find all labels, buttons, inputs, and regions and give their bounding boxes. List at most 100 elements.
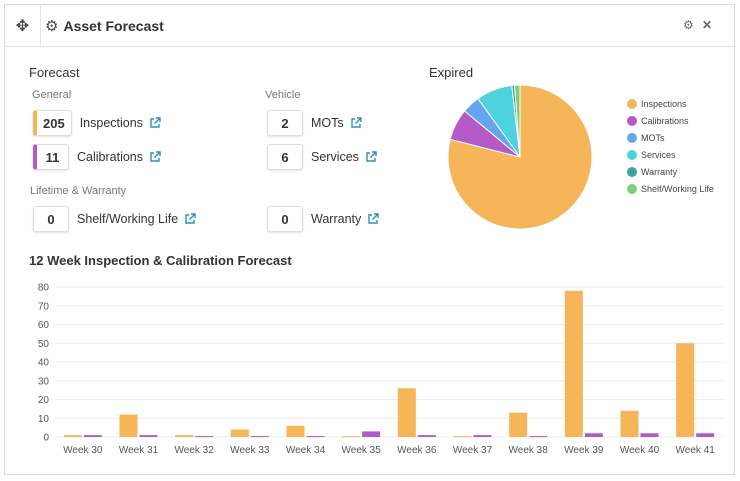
legend-label: Services <box>641 149 676 160</box>
y-tick-label: 20 <box>38 395 50 406</box>
bar-week-32-s1[interactable] <box>175 435 194 437</box>
mots-link[interactable]: MOTs <box>311 116 344 130</box>
shelf-life-count: 0 <box>33 206 69 232</box>
x-tick-label: Week 40 <box>620 445 660 456</box>
legend-item[interactable]: Shelf/Working Life <box>627 180 714 197</box>
y-tick-label: 0 <box>43 433 49 444</box>
y-tick-label: 50 <box>38 339 50 350</box>
legend-dot <box>627 132 637 143</box>
x-tick-label: Week 35 <box>342 445 382 456</box>
mots-count: 2 <box>267 110 303 136</box>
legend-item[interactable]: Inspections <box>627 95 714 112</box>
gear-icon[interactable]: ⚙ <box>683 18 694 32</box>
legend-dot <box>627 166 637 177</box>
expired-pie-chart <box>447 84 593 230</box>
cogs-icon: ⚙ <box>45 18 59 35</box>
general-label: General <box>32 89 72 101</box>
bar-week-35-s2[interactable] <box>362 431 381 437</box>
bar-week-33-s1[interactable] <box>230 429 249 438</box>
bar-week-39-s1[interactable] <box>564 290 583 437</box>
bar-week-32-s2[interactable] <box>195 436 214 438</box>
x-tick-label: Week 39 <box>564 445 604 456</box>
external-link-icon[interactable] <box>350 117 362 129</box>
warranty-count: 0 <box>267 206 303 232</box>
calibrations-count: 11 <box>33 144 69 170</box>
bar-week-33-s2[interactable] <box>250 436 269 438</box>
legend-dot <box>627 98 637 109</box>
external-link-icon[interactable] <box>365 151 377 163</box>
mots-row[interactable]: 2 MOTs <box>267 110 362 136</box>
legend-item[interactable]: MOTs <box>627 129 714 146</box>
x-tick-label: Week 36 <box>397 445 437 456</box>
legend-item[interactable]: Calibrations <box>627 112 714 129</box>
calibrations-link[interactable]: Calibrations <box>77 150 144 164</box>
close-icon[interactable]: ✕ <box>702 18 713 32</box>
x-tick-label: Week 38 <box>509 445 549 456</box>
x-tick-label: Week 37 <box>453 445 493 456</box>
bar-week-40-s1[interactable] <box>620 410 639 437</box>
bar-week-41-s1[interactable] <box>676 343 695 437</box>
external-link-icon[interactable] <box>184 213 196 225</box>
shelf-life-link[interactable]: Shelf/Working Life <box>77 212 179 226</box>
panel-title: Asset Forecast <box>63 18 164 34</box>
external-link-icon[interactable] <box>367 213 379 225</box>
services-count: 6 <box>267 144 303 170</box>
inspections-link[interactable]: Inspections <box>79 116 143 130</box>
y-tick-label: 70 <box>38 301 50 312</box>
services-row[interactable]: 6 Services <box>267 144 377 170</box>
legend-dot <box>627 183 637 194</box>
legend-label: Shelf/Working Life <box>641 183 714 194</box>
legend-label: MOTs <box>641 132 665 143</box>
move-icon[interactable]: ✥ <box>5 5 41 47</box>
bar-week-39-s2[interactable] <box>584 433 603 437</box>
forecast-title: Forecast <box>29 65 80 80</box>
forecast-bar-chart: 0 10 20 30 40 50 60 70 80 Week 30 Week 31 Week 32 We… <box>38 283 723 456</box>
pie-slice-shelf-working-life[interactable] <box>513 84 521 158</box>
x-tick-label: Week 31 <box>119 445 159 456</box>
legend-dot <box>627 115 637 126</box>
bar-week-30-s1[interactable] <box>63 435 82 437</box>
services-link[interactable]: Services <box>311 150 359 164</box>
lifetime-warranty-label: Lifetime & Warranty <box>30 185 127 197</box>
external-link-icon[interactable] <box>149 151 161 163</box>
inspections-row[interactable]: 205 Inspections <box>33 110 161 136</box>
x-tick-label: Week 32 <box>175 445 215 456</box>
y-tick-label: 40 <box>38 358 50 369</box>
legend-label: Warranty <box>641 166 678 177</box>
bar-week-40-s2[interactable] <box>640 433 659 437</box>
bar-week-37-s1[interactable] <box>453 436 472 438</box>
warranty-row[interactable]: 0 Warranty <box>267 206 379 232</box>
bar-week-38-s1[interactable] <box>509 412 528 437</box>
x-tick-label: Week 41 <box>676 445 716 456</box>
expired-legend: Inspections Calibrations MOTs Services Warra… <box>627 95 714 197</box>
warranty-link[interactable]: Warranty <box>311 212 362 226</box>
expired-title: Expired <box>429 65 474 80</box>
bar-week-30-s2[interactable] <box>83 435 102 437</box>
y-tick-label: 60 <box>38 320 50 331</box>
asset-forecast-panel: ✥ ⚙ Asset Forecast ⚙ ✕ Forecast General … <box>4 4 735 475</box>
calibrations-row[interactable]: 11 Calibrations <box>33 144 161 170</box>
bar-week-37-s2[interactable] <box>473 435 492 437</box>
x-tick-label: Week 34 <box>286 445 326 456</box>
bar-week-34-s2[interactable] <box>306 436 325 438</box>
bar-week-31-s2[interactable] <box>139 435 158 437</box>
shelf-life-row[interactable]: 0 Shelf/Working Life <box>33 206 196 232</box>
legend-item[interactable]: Services <box>627 146 714 163</box>
external-link-icon[interactable] <box>149 117 161 129</box>
bar-week-38-s2[interactable] <box>529 436 548 438</box>
bar-week-34-s1[interactable] <box>286 425 305 437</box>
bar-week-31-s1[interactable] <box>119 414 138 438</box>
bar-week-36-s2[interactable] <box>417 435 436 437</box>
legend-dot <box>627 149 637 160</box>
y-tick-label: 80 <box>38 283 50 294</box>
legend-label: Calibrations <box>641 115 689 126</box>
bar-week-36-s1[interactable] <box>397 388 416 437</box>
bar-chart-title: 12 Week Inspection & Calibration Forecas… <box>29 253 292 268</box>
inspections-count: 205 <box>33 110 72 136</box>
legend-item[interactable]: Warranty <box>627 163 714 180</box>
bar-week-41-s2[interactable] <box>696 433 715 437</box>
x-tick-label: Week 33 <box>230 445 270 456</box>
bar-week-35-s1[interactable] <box>342 436 361 438</box>
vehicle-label: Vehicle <box>265 89 301 101</box>
y-tick-label: 30 <box>38 376 50 387</box>
